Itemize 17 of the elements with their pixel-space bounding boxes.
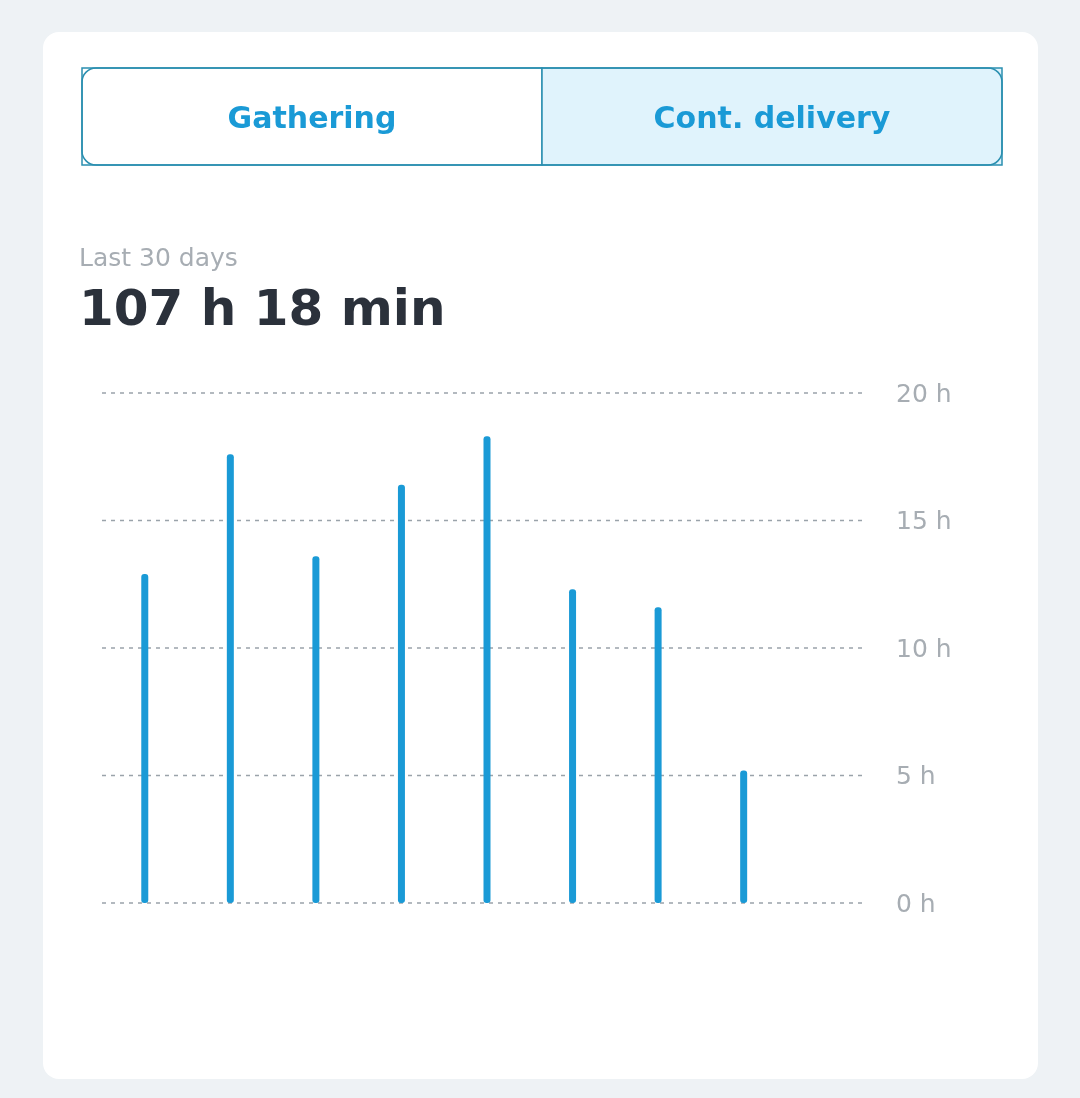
chart-subtitle: Last 30 days [79,243,238,272]
bar [483,436,491,903]
bar [654,607,662,903]
bar [740,770,748,903]
bar [569,589,577,903]
y-tick-label: 0 h [896,888,936,918]
y-tick-label: 20 h [896,378,952,408]
tab-button: Gathering [81,67,543,166]
tab-button: Cont. delivery [541,67,1003,166]
chart-title: 107 h 18 min [79,279,446,337]
y-tick-label: 15 h [896,506,952,536]
bar [397,484,405,903]
y-tick-label: 10 h [896,633,952,663]
y-tick-label: 5 h [896,761,936,791]
bar [141,574,149,903]
bar [312,556,320,903]
bar [226,454,234,903]
